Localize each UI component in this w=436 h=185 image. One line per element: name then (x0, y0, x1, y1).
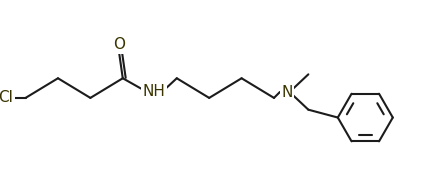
Text: NH: NH (143, 83, 166, 99)
Text: Cl: Cl (0, 90, 14, 105)
Text: O: O (113, 37, 125, 52)
Text: N: N (281, 85, 293, 100)
